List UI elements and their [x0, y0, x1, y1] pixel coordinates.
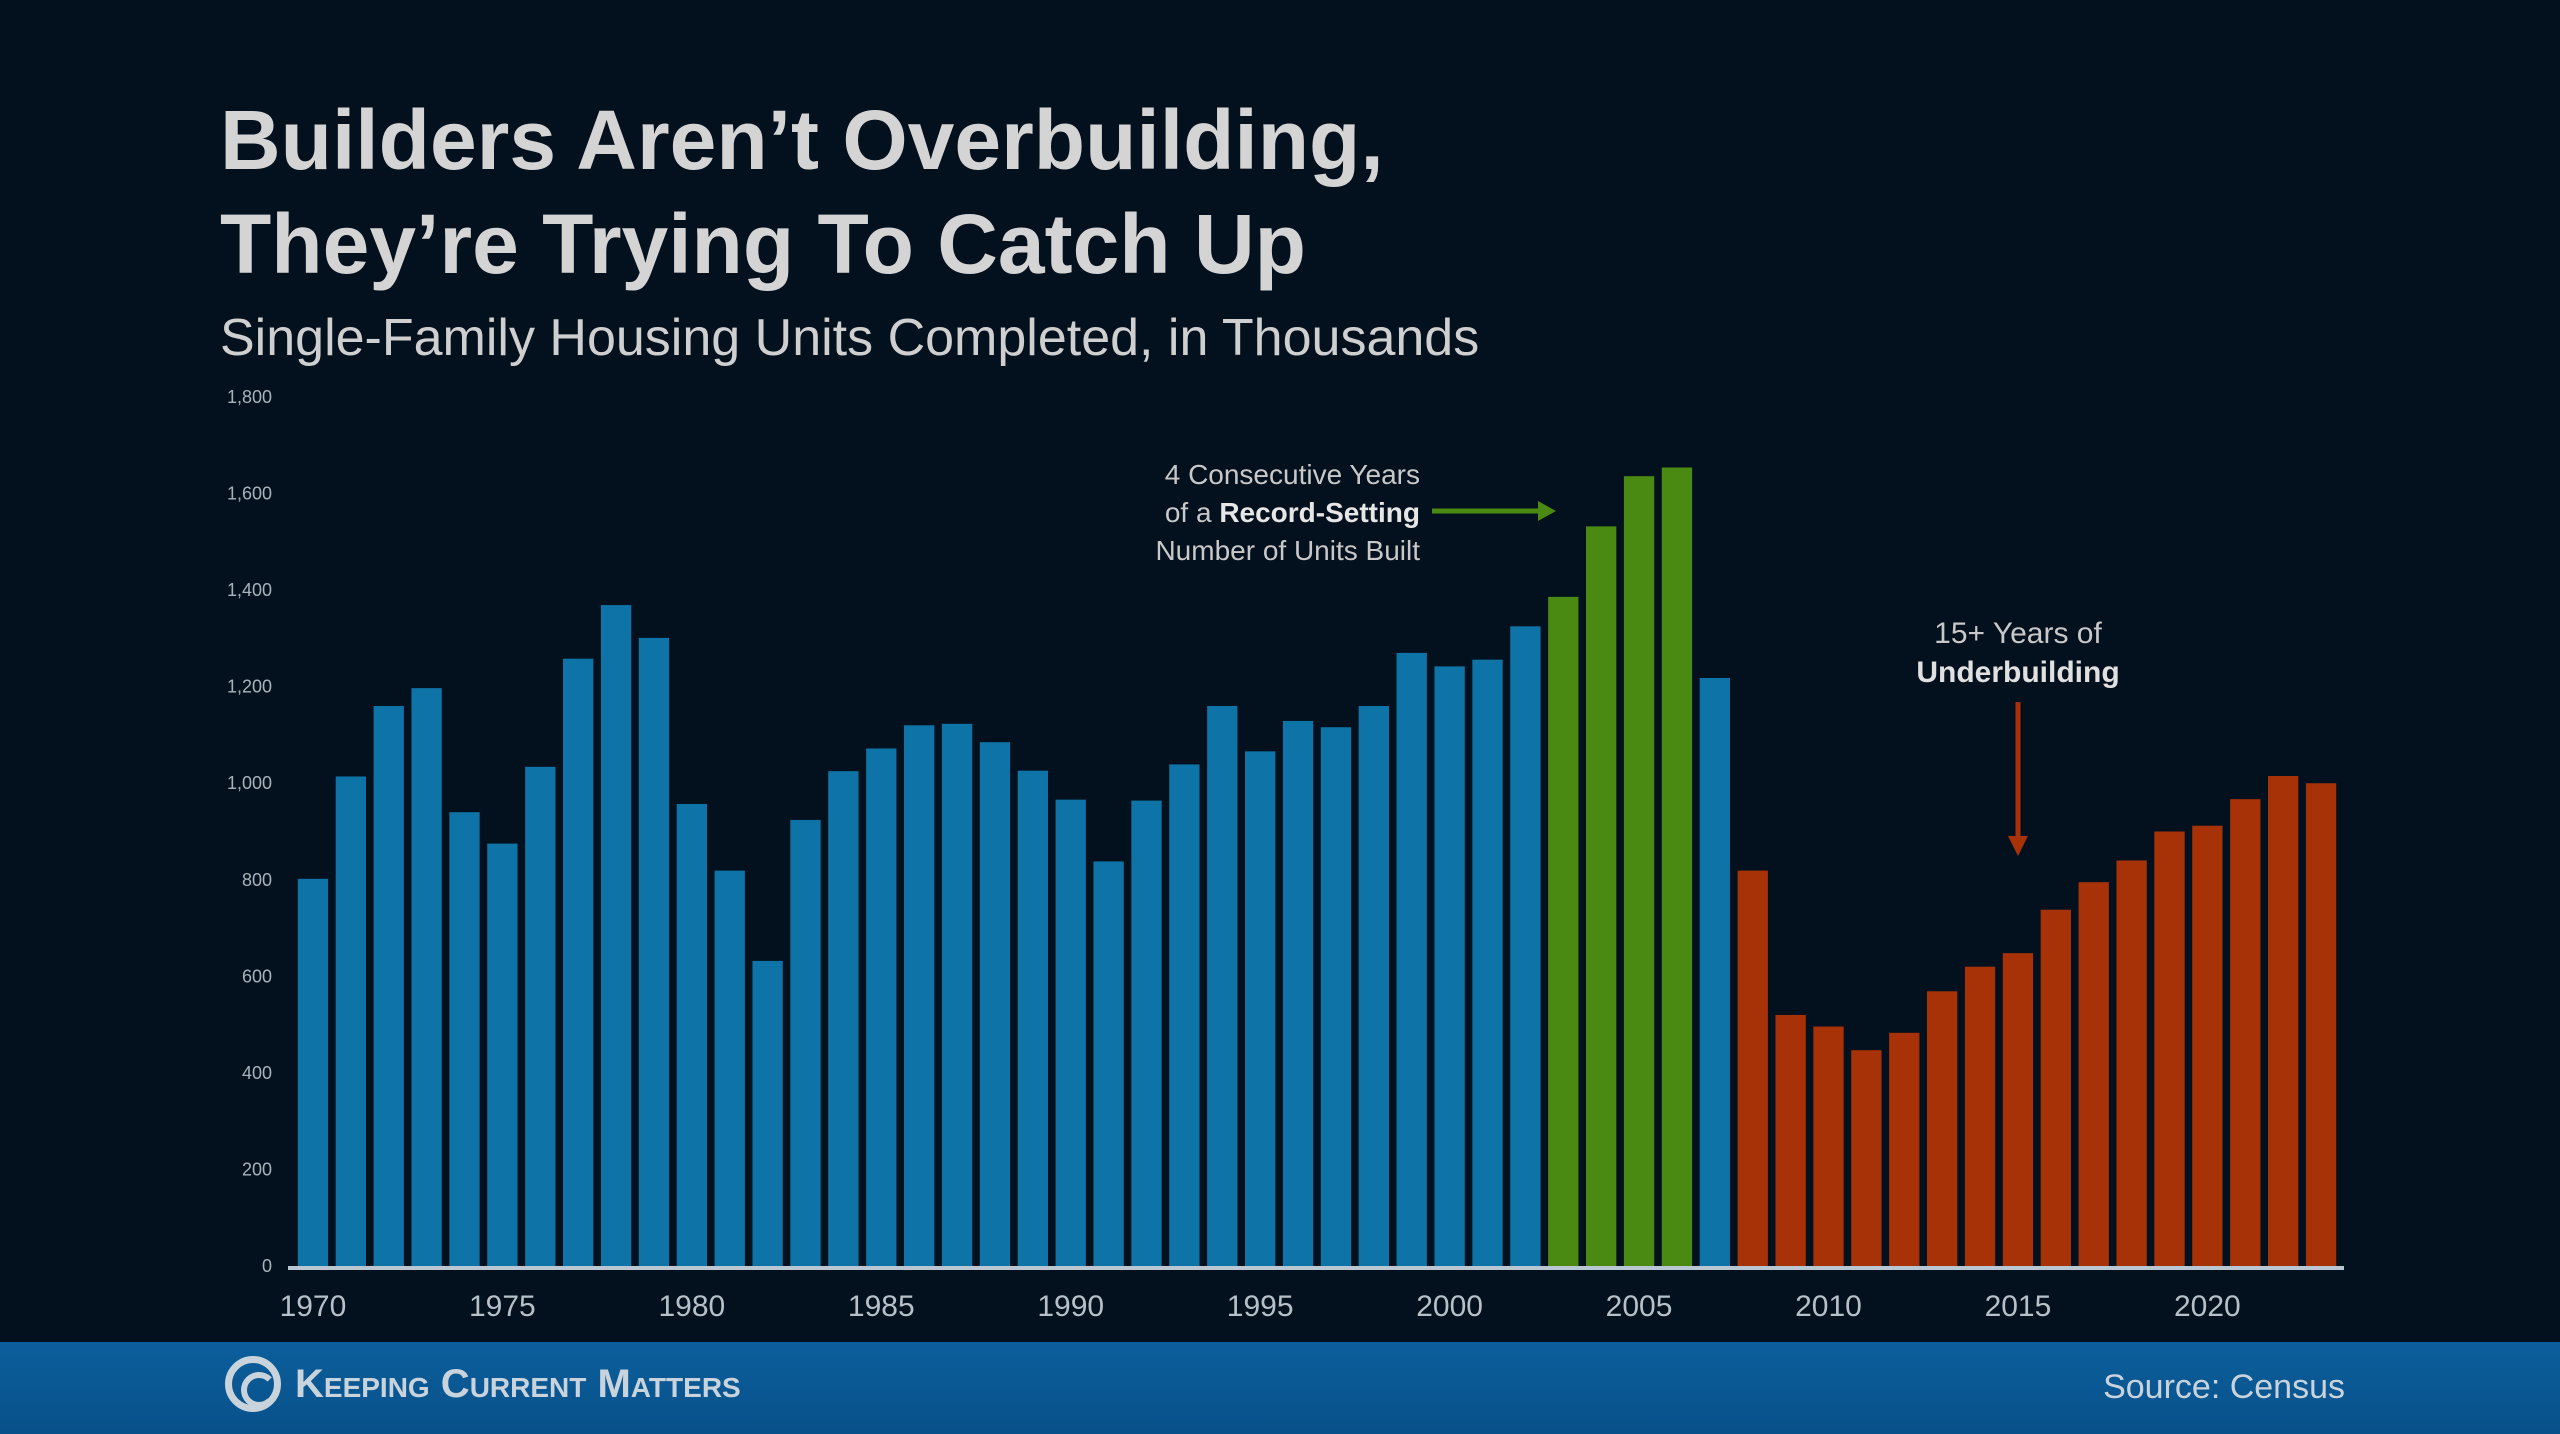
bar-1989: [1017, 770, 1048, 1266]
y-tick-label: 1,000: [227, 773, 272, 793]
bar-1985: [866, 748, 897, 1266]
record-annotation: 4 Consecutive Years of a Record-Setting …: [1155, 459, 1420, 566]
bar-1998: [1358, 705, 1389, 1266]
brand-logo: Keeping Current Matters: [225, 1356, 741, 1412]
bar-2020: [2192, 825, 2223, 1266]
bar-2019: [2154, 831, 2185, 1266]
bar-1994: [1207, 705, 1238, 1266]
bar-1992: [1131, 800, 1162, 1266]
y-tick-label: 1,800: [227, 387, 272, 407]
underbuilding-annotation: 15+ Years of Underbuilding: [1916, 617, 2119, 689]
bar-1982: [752, 960, 783, 1266]
y-tick-label: 800: [242, 870, 272, 890]
bar-1976: [525, 766, 556, 1266]
red-arrow-icon: [2008, 702, 2028, 856]
bar-1995: [1245, 751, 1276, 1266]
bar-1983: [790, 819, 821, 1266]
bar-1973: [411, 688, 442, 1266]
y-tick-label: 600: [242, 966, 272, 986]
bar-2012: [1889, 1032, 1920, 1266]
bar-2017: [2078, 882, 2109, 1266]
title-line-2: They’re Trying To Catch Up: [220, 197, 1306, 291]
bar-1996: [1282, 720, 1314, 1266]
bar-2015: [2002, 953, 2034, 1266]
bar-1971: [335, 776, 366, 1266]
bar-2000: [1434, 666, 1465, 1266]
bar-1991: [1093, 861, 1124, 1266]
bar-1979: [638, 637, 670, 1266]
y-tick-label: 1,600: [227, 484, 272, 504]
y-tick-label: 400: [242, 1063, 272, 1083]
bar-2022: [2268, 775, 2299, 1266]
bar-1981: [714, 870, 745, 1266]
bar-1980: [676, 803, 707, 1266]
brand-name: Keeping Current Matters: [295, 1361, 741, 1406]
bar-1974: [449, 812, 480, 1266]
bar-2003: [1548, 596, 1579, 1266]
y-tick-label: 200: [242, 1159, 272, 1179]
bar-2008: [1737, 870, 1768, 1266]
bar-2021: [2230, 799, 2261, 1266]
bar-2023: [2305, 783, 2337, 1266]
record-annotation-line-2: of a Record-Setting: [1165, 497, 1420, 528]
bar-2010: [1813, 1026, 1844, 1266]
bar-1970: [297, 878, 329, 1266]
x-tick-label: 1975: [469, 1290, 536, 1323]
bar-2014: [1964, 966, 1996, 1266]
y-tick-label: 1,400: [227, 580, 272, 600]
bar-1975: [487, 843, 518, 1266]
y-tick-label: 0: [262, 1256, 272, 1276]
x-tick-label: 2005: [1606, 1290, 1673, 1323]
bar-1984: [828, 771, 859, 1266]
bar-1997: [1320, 727, 1352, 1266]
chart-subtitle: Single-Family Housing Units Completed, i…: [220, 309, 1480, 367]
x-tick-label: 2015: [1985, 1290, 2052, 1323]
record-annotation-line-1: 4 Consecutive Years: [1165, 459, 1420, 490]
bar-1987: [941, 723, 973, 1266]
chart-title: Builders Aren’t Overbuilding, They’re Tr…: [220, 88, 1384, 296]
underbuilding-annotation-line-2: Underbuilding: [1916, 656, 2119, 689]
y-axis: 0 200 400 600 800 1,000 1,200 1,400 1,600 1,800: [227, 387, 272, 1276]
bar-1993: [1169, 764, 1200, 1266]
bar-1990: [1055, 799, 1086, 1266]
x-tick-label: 1985: [848, 1290, 915, 1323]
bar-1977: [563, 658, 594, 1266]
bar-2007: [1699, 677, 1730, 1266]
x-tick-label: 1980: [658, 1290, 725, 1323]
title-line-1: Builders Aren’t Overbuilding,: [220, 93, 1384, 187]
bar-2001: [1472, 659, 1503, 1266]
spiral-logo-icon: [225, 1356, 281, 1412]
bars: [297, 467, 2337, 1267]
bar-2005: [1623, 476, 1655, 1267]
bar-2011: [1851, 1050, 1882, 1266]
y-tick-label: 1,200: [227, 677, 272, 697]
green-arrow-icon: [1432, 501, 1556, 521]
x-tick-label: 1990: [1037, 1290, 1104, 1323]
underbuilding-annotation-line-1: 15+ Years of: [1934, 617, 2102, 650]
bar-2018: [2116, 860, 2147, 1266]
bar-2013: [1927, 991, 1958, 1266]
footer-bar: Keeping Current Matters Source: Census: [0, 1342, 2560, 1434]
bar-2006: [1661, 467, 1693, 1266]
x-tick-label: 2000: [1416, 1290, 1483, 1323]
record-annotation-line-3: Number of Units Built: [1155, 535, 1420, 566]
x-tick-label: 2020: [2174, 1290, 2241, 1323]
bar-1978: [600, 605, 632, 1266]
x-tick-label: 1970: [280, 1290, 347, 1323]
bar-2016: [2040, 909, 2071, 1266]
bar-1972: [373, 705, 404, 1266]
bar-1999: [1396, 652, 1427, 1266]
x-axis: 1970 1975 1980 1985 1990 1995 2000 2005 2010 2015…: [280, 1290, 2241, 1323]
bar-2002: [1510, 626, 1541, 1266]
bar-1986: [904, 725, 935, 1266]
bar-2009: [1775, 1014, 1806, 1266]
source-note: Source: Census: [2103, 1368, 2345, 1406]
bar-2004: [1586, 526, 1617, 1266]
x-tick-label: 2010: [1795, 1290, 1862, 1323]
bar-1988: [979, 742, 1011, 1266]
x-tick-label: 1995: [1227, 1290, 1294, 1323]
